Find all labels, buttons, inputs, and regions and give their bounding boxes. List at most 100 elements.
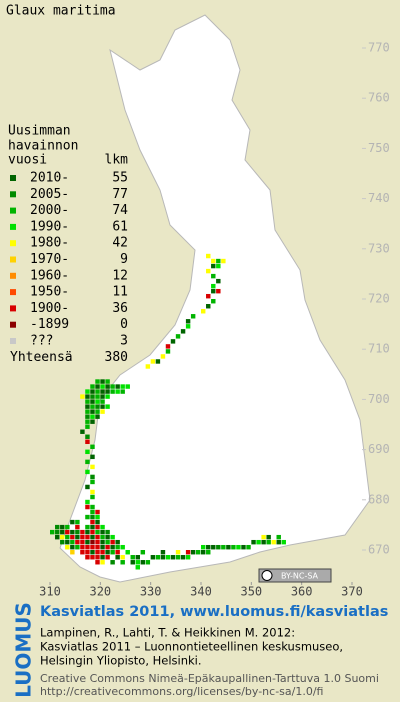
grid-square bbox=[211, 299, 216, 304]
grid-square bbox=[206, 268, 211, 274]
license-badge: BY-NC-SA bbox=[258, 568, 332, 583]
grid-square bbox=[110, 550, 115, 555]
grid-square bbox=[100, 399, 105, 404]
grid-square bbox=[100, 544, 105, 550]
grid-square bbox=[90, 409, 95, 414]
legend-label: 1980- bbox=[30, 236, 69, 251]
grid-square bbox=[100, 529, 105, 535]
grid-square bbox=[90, 539, 95, 545]
grid-square bbox=[115, 555, 120, 560]
grid-square bbox=[95, 409, 100, 414]
grid-square bbox=[65, 539, 70, 545]
legend-swatch bbox=[10, 207, 16, 214]
legend-swatch bbox=[10, 223, 16, 230]
grid-square bbox=[211, 544, 216, 550]
grid-square bbox=[185, 324, 191, 329]
legend-label: ??? bbox=[30, 334, 53, 349]
grid-square bbox=[85, 534, 90, 540]
grid-square bbox=[206, 293, 211, 299]
grid-square bbox=[261, 534, 266, 540]
grid-square bbox=[140, 560, 146, 565]
grid-square bbox=[100, 560, 105, 565]
logo: LUOMUS bbox=[12, 602, 36, 698]
grid-square bbox=[226, 544, 231, 550]
grid-square bbox=[175, 555, 181, 560]
grid-square bbox=[90, 444, 95, 450]
license-text: Creative Commons Nimeä-Epäkaupallinen-Ta… bbox=[40, 672, 379, 685]
grid-square bbox=[80, 394, 85, 399]
grid-square bbox=[90, 529, 95, 535]
grid-square bbox=[216, 263, 221, 269]
grid-square bbox=[85, 449, 90, 455]
grid-square bbox=[120, 389, 125, 394]
grid-square bbox=[75, 544, 80, 550]
grid-square bbox=[95, 394, 100, 399]
grid-square bbox=[85, 504, 90, 510]
grid-square bbox=[90, 544, 95, 550]
grid-square bbox=[115, 384, 120, 389]
grid-square bbox=[246, 544, 251, 550]
grid-square bbox=[90, 519, 95, 525]
grid-square bbox=[80, 534, 85, 540]
grid-square bbox=[120, 555, 125, 560]
y-tick-label: 700 bbox=[368, 392, 390, 406]
grid-square bbox=[95, 404, 100, 409]
grid-square bbox=[105, 544, 110, 550]
grid-square bbox=[65, 524, 70, 530]
grid-square bbox=[90, 550, 95, 555]
grid-square bbox=[85, 394, 90, 399]
grid-square bbox=[105, 404, 110, 409]
grid-square bbox=[201, 544, 206, 550]
grid-square bbox=[95, 379, 100, 384]
grid-square bbox=[85, 539, 90, 545]
grid-square bbox=[95, 534, 100, 540]
x-tick-label: 320 bbox=[89, 585, 111, 599]
legend-label: 1960- bbox=[30, 268, 69, 283]
grid-square bbox=[90, 474, 95, 480]
y-tick-label: 770 bbox=[368, 41, 390, 55]
grid-square bbox=[281, 539, 286, 545]
observation-squares bbox=[50, 253, 286, 570]
grid-square bbox=[150, 359, 156, 364]
legend-count: 0 bbox=[120, 317, 128, 332]
grid-square bbox=[105, 389, 110, 394]
grid-square bbox=[60, 534, 65, 540]
grid-square bbox=[115, 389, 120, 394]
legend-count: 3 bbox=[120, 334, 128, 349]
grid-square bbox=[95, 514, 100, 520]
grid-square bbox=[90, 479, 95, 485]
grid-square bbox=[276, 539, 281, 545]
legend-swatch bbox=[10, 272, 16, 279]
grid-square bbox=[105, 394, 110, 399]
grid-square bbox=[185, 319, 191, 324]
grid-square bbox=[90, 464, 95, 470]
grid-square bbox=[155, 359, 161, 364]
grid-square bbox=[160, 555, 166, 560]
grid-square bbox=[135, 560, 140, 565]
x-tick-label: 360 bbox=[291, 585, 313, 599]
grid-square bbox=[221, 544, 226, 550]
grid-square bbox=[201, 309, 206, 314]
y-tick-label: 740 bbox=[368, 191, 390, 205]
legend-count: 55 bbox=[112, 171, 128, 186]
grid-square bbox=[145, 364, 151, 369]
footer-headline: Kasviatlas 2011, www.luomus.fi/kasviatla… bbox=[40, 604, 388, 620]
grid-square bbox=[90, 489, 95, 495]
grid-square bbox=[175, 334, 181, 339]
grid-square bbox=[50, 529, 55, 535]
legend-label: 1950- bbox=[30, 285, 69, 300]
grid-square bbox=[85, 399, 90, 404]
grid-square bbox=[90, 514, 95, 520]
grid-square bbox=[221, 258, 226, 264]
grid-square bbox=[90, 394, 95, 399]
grid-square bbox=[231, 544, 236, 550]
grid-square bbox=[206, 544, 211, 550]
grid-square bbox=[90, 399, 95, 404]
cc-icon bbox=[261, 570, 273, 581]
legend-heading: havainnon bbox=[8, 139, 78, 154]
grid-square bbox=[95, 555, 100, 560]
grid-square bbox=[100, 524, 105, 530]
